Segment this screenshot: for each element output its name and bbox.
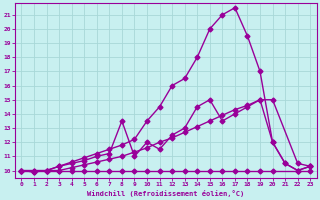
X-axis label: Windchill (Refroidissement éolien,°C): Windchill (Refroidissement éolien,°C): [87, 190, 244, 197]
